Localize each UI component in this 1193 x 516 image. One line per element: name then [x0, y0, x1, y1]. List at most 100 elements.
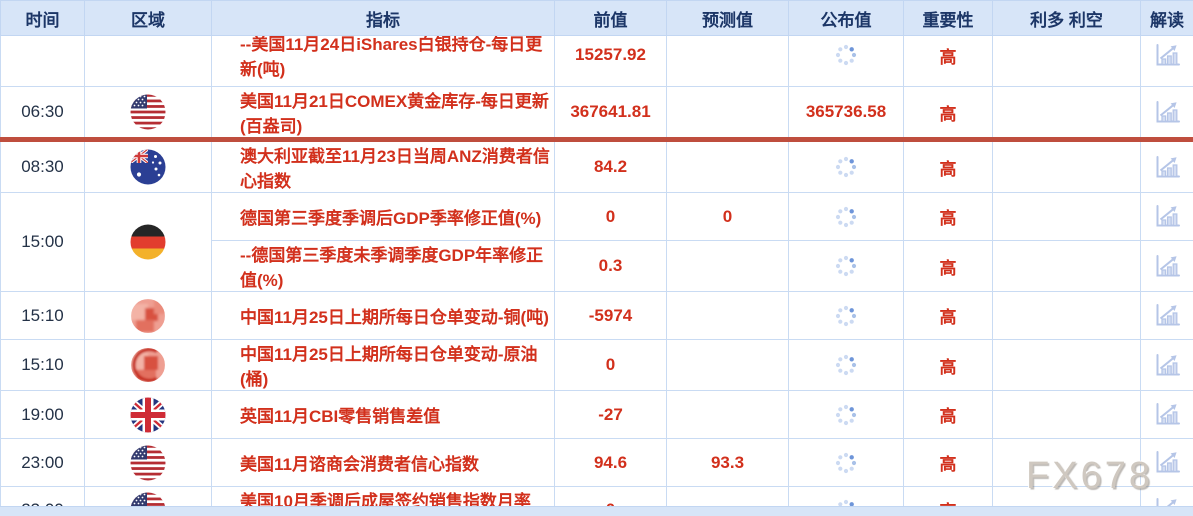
time-label: 15:00 — [21, 232, 64, 251]
interpret-cell — [1140, 192, 1193, 241]
importance-cell: 高 — [903, 339, 993, 391]
interpret-cell — [1140, 438, 1193, 487]
indicator-cell: --美国11月24日iShares白银持仓-每日更新(吨) — [211, 35, 555, 87]
us-flag-icon — [130, 492, 166, 516]
indicator-cell: --德国第三季度未季调季度GDP年率修正值(%) — [211, 240, 555, 292]
previous-value: 15257.92 — [575, 45, 646, 64]
chart-icon[interactable] — [1154, 402, 1181, 427]
table-row: 15:00 德国第三季度季调后GDP季率修正值(%) 0 0 高 — [0, 192, 1193, 292]
previous-value: 84.2 — [593, 157, 628, 176]
interpret-cell — [1140, 291, 1193, 340]
importance-cell: 高 — [903, 192, 993, 241]
importance-cell: 高 — [903, 390, 993, 439]
actual-value-cell — [788, 35, 904, 87]
next-section-strip — [0, 506, 1193, 516]
bull-bear-cell — [992, 86, 1141, 142]
chart-icon[interactable] — [1154, 155, 1181, 180]
bull-bear-cell — [992, 35, 1141, 87]
importance-cell: 高 — [903, 86, 993, 142]
loading-spinner-icon — [834, 451, 858, 475]
time-cell: 23:00 — [0, 438, 85, 487]
interpret-cell — [1140, 339, 1193, 391]
loading-spinner-icon — [834, 205, 858, 229]
actual-value-cell — [788, 291, 904, 340]
forecast-value: 93.3 — [710, 452, 745, 472]
time-cell: 06:30 — [0, 86, 85, 142]
region-flag-cell — [84, 35, 212, 87]
chart-icon[interactable] — [1154, 100, 1181, 125]
time-cell: 19:00 — [0, 390, 85, 439]
time-label: 19:00 — [21, 404, 64, 424]
importance-badge: 高 — [939, 407, 957, 426]
loading-spinner-icon — [834, 304, 858, 328]
loading-spinner-icon — [834, 403, 858, 427]
importance-badge: 高 — [939, 357, 957, 377]
time-cell — [0, 35, 85, 87]
table-row: 08:30 澳大利亚截至11月23日当周ANZ消费者信心指数 84.2 高 — [0, 139, 1193, 193]
time-cell: 15:00 — [0, 192, 85, 292]
time-cell: 15:10 — [0, 339, 85, 391]
importance-badge: 高 — [939, 308, 957, 327]
germany-flag-icon — [130, 224, 166, 260]
interpret-cell — [1140, 240, 1193, 292]
indicator-cell: 澳大利亚截至11月23日当周ANZ消费者信心指数 — [211, 139, 555, 193]
indicator-label: --德国第三季度未季调季度GDP年率修正值(%) — [240, 246, 544, 290]
bull-bear-cell — [992, 438, 1141, 487]
loading-spinner-icon — [834, 353, 858, 377]
loading-spinner-icon — [834, 43, 858, 67]
indicator-cell: 德国第三季度季调后GDP季率修正值(%) — [211, 192, 555, 241]
forecast-value-cell: 0 — [666, 192, 789, 241]
bull-bear-cell — [992, 390, 1141, 439]
time-label: 06:30 — [21, 102, 64, 121]
forecast-value-cell — [666, 139, 789, 193]
previous-value: 0 — [605, 355, 616, 374]
forecast-value-cell — [666, 390, 789, 439]
importance-badge: 高 — [939, 455, 957, 474]
chart-icon[interactable] — [1154, 450, 1181, 475]
previous-value: 0.3 — [598, 256, 623, 275]
indicator-label: 澳大利亚截至11月23日当周ANZ消费者信心指数 — [240, 147, 550, 191]
chart-icon[interactable] — [1154, 254, 1181, 279]
importance-cell: 高 — [903, 291, 993, 340]
previous-value-cell: 0.3 — [554, 240, 667, 292]
indicator-label: 德国第三季度季调后GDP季率修正值(%) — [240, 209, 542, 228]
importance-cell: 高 — [903, 240, 993, 292]
indicator-label: 英国11月CBI零售销售差值 — [240, 407, 441, 426]
importance-badge: 高 — [939, 159, 957, 179]
col-header-forecast: 预测值 — [666, 0, 789, 36]
time-cell: 15:10 — [0, 291, 85, 340]
col-header-importance: 重要性 — [903, 0, 993, 36]
interpret-cell — [1140, 390, 1193, 439]
chart-icon[interactable] — [1154, 353, 1181, 378]
previous-value: 367641.81 — [570, 102, 651, 121]
indicator-label: --美国11月24日iShares白银持仓-每日更新(吨) — [240, 35, 543, 80]
bull-bear-cell — [992, 240, 1141, 292]
previous-value-cell: 84.2 — [554, 139, 667, 193]
col-header-actual: 公布值 — [788, 0, 904, 36]
previous-value: 94.6 — [593, 452, 628, 472]
time-label: 15:10 — [21, 355, 64, 374]
previous-value: -27 — [598, 404, 623, 424]
australia-flag-icon — [130, 149, 166, 185]
importance-badge: 高 — [939, 104, 957, 124]
forecast-value-cell — [666, 291, 789, 340]
forecast-value-cell — [666, 35, 789, 87]
chart-icon[interactable] — [1154, 303, 1181, 328]
chart-icon[interactable] — [1154, 43, 1181, 68]
table-row: 19:00 英国11月CBI零售销售差值 -27 高 — [0, 390, 1193, 439]
header-row: 时间 区域 指标 前值 预测值 公布值 重要性 利多 利空 解读 — [0, 0, 1193, 36]
actual-value-cell — [788, 339, 904, 391]
bull-bear-cell — [992, 339, 1141, 391]
interpret-cell — [1140, 35, 1193, 87]
previous-value-cell: 367641.81 — [554, 86, 667, 142]
indicator-cell: 英国11月CBI零售销售差值 — [211, 390, 555, 439]
us-flag-icon — [130, 445, 166, 481]
actual-value-cell: 365736.58 — [788, 86, 904, 142]
region-flag-cell — [84, 86, 212, 142]
time-label: 23:00 — [21, 452, 64, 472]
table-row: 15:10 中国11月25日上期所每日仓单变动-原油(桶) 0 高 — [0, 339, 1193, 391]
chart-icon[interactable] — [1154, 204, 1181, 229]
uk-flag-icon — [130, 397, 166, 433]
interpret-cell — [1140, 86, 1193, 142]
